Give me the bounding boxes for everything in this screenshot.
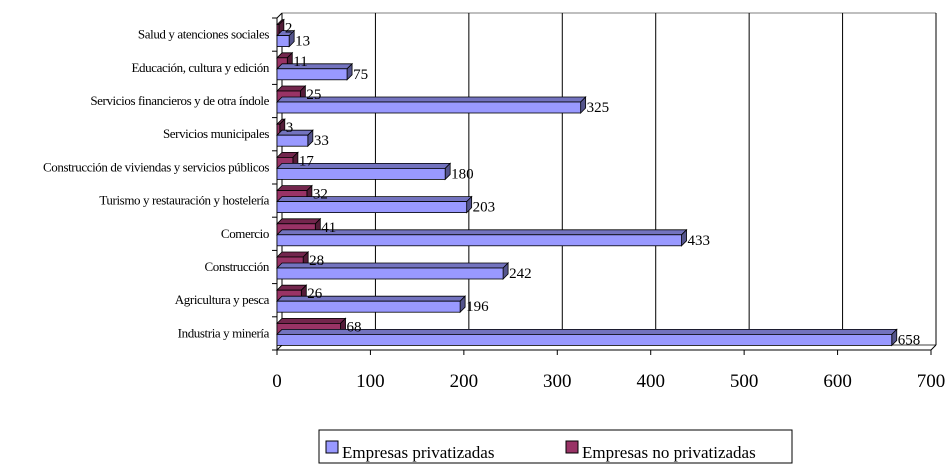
bar-privatizadas-industria-y-mineria-top	[276, 328, 898, 335]
bar-privatizadas-servicios-municipales	[276, 129, 314, 148]
legend-swatch-privatizadas	[325, 440, 339, 454]
category-label-salud-y-atenciones-sociales: Salud y atenciones sociales	[138, 27, 269, 42]
bar-privatizadas-turismo-y-restauracion-y-hosteleria-top	[276, 196, 473, 203]
bar-privatizadas-comercio-top	[276, 229, 688, 236]
x-tick-label: 100	[356, 371, 385, 392]
data-label-privatizadas-salud-y-atenciones-sociales: 13	[295, 34, 310, 50]
data-label-privatizadas-construccion: 242	[509, 266, 532, 282]
bar-privatizadas-servicios-municipales-top	[276, 129, 314, 136]
legend-label-privatizadas: Empresas privatizadas	[342, 443, 494, 462]
bar-privatizadas-servicios-financieros-y-de-otra-indole-top	[276, 96, 587, 103]
bar-privatizadas-educacion-cultura-y-edicion-front	[276, 68, 348, 81]
floor-right-edge	[930, 344, 937, 351]
bar-privatizadas-industria-y-mineria-front	[276, 333, 893, 346]
floor-bottom-edge	[276, 344, 283, 351]
legend-swatch-no-privatizadas	[565, 440, 579, 454]
category-label-servicios-financieros-y-de-otra-indole: Servicios financieros y de otra índole	[90, 93, 269, 108]
bar-privatizadas-educacion-cultura-y-edicion-top	[276, 63, 354, 70]
data-label-privatizadas-servicios-municipales: 33	[314, 133, 329, 149]
data-label-no-privatizadas-servicios-municipales: 3	[286, 120, 294, 136]
x-tick-label: 700	[917, 371, 946, 392]
data-label-no-privatizadas-educacion-cultura-y-edicion: 11	[293, 54, 307, 70]
legend: Empresas privatizadas Empresas no privat…	[318, 429, 793, 464]
bar-no-privatizadas-turismo-y-restauracion-y-hosteleria-top	[276, 185, 313, 192]
category-label-construccion: Construcción	[204, 259, 269, 274]
data-label-privatizadas-construccion-de-viviendas-y-servicios-publicos: 180	[451, 166, 474, 182]
floor-left-edge	[276, 12, 283, 19]
bar-privatizadas-servicios-financieros-y-de-otra-indole-front	[276, 101, 582, 114]
data-label-privatizadas-agricultura-y-pesca: 196	[466, 299, 489, 315]
data-label-no-privatizadas-comercio: 41	[321, 220, 336, 236]
bar-privatizadas-servicios-municipales-front	[276, 134, 309, 147]
data-label-no-privatizadas-construccion-de-viviendas-y-servicios-publicos: 17	[299, 153, 315, 169]
data-label-no-privatizadas-servicios-financieros-y-de-otra-indole: 25	[306, 87, 321, 103]
data-label-privatizadas-servicios-financieros-y-de-otra-indole: 325	[587, 100, 610, 116]
data-label-no-privatizadas-agricultura-y-pesca: 26	[307, 286, 323, 302]
x-tick-label: 500	[730, 371, 759, 392]
x-tick-label: 600	[823, 371, 852, 392]
bar-no-privatizadas-industria-y-mineria-top	[276, 317, 347, 324]
data-label-no-privatizadas-construccion: 28	[309, 253, 324, 269]
x-tick-label: 0	[272, 371, 282, 392]
bar-privatizadas-construccion-front	[276, 267, 504, 280]
x-tick-labels: 0 100 200 300 400 500 600 700	[272, 371, 945, 392]
data-labels: 6865826196282424143332203171803332532511…	[285, 21, 920, 349]
bar-privatizadas-industria-y-mineria	[276, 328, 898, 347]
data-label-no-privatizadas-turismo-y-restauracion-y-hosteleria: 32	[313, 187, 328, 203]
bar-privatizadas-turismo-y-restauracion-y-hosteleria-front	[276, 201, 468, 214]
data-label-no-privatizadas-industria-y-mineria: 68	[347, 319, 362, 335]
category-labels: Industria y minería Agricultura y pesca Co…	[43, 27, 270, 341]
category-label-servicios-municipales: Servicios municipales	[163, 126, 269, 141]
bar-privatizadas-agricultura-y-pesca-front	[276, 300, 461, 313]
category-label-comercio: Comercio	[221, 226, 269, 241]
bar-privatizadas-agricultura-y-pesca-top	[276, 295, 467, 302]
data-label-no-privatizadas-salud-y-atenciones-sociales: 2	[285, 21, 293, 37]
bar-privatizadas-comercio	[276, 228, 688, 247]
bar-privatizadas-construccion	[276, 262, 510, 280]
bar-privatizadas-comercio-front	[276, 234, 682, 247]
data-label-privatizadas-industria-y-mineria: 658	[898, 332, 921, 348]
data-label-privatizadas-educacion-cultura-y-edicion: 75	[353, 67, 368, 83]
bar-privatizadas-educacion-cultura-y-edicion	[276, 62, 354, 81]
legend-box	[318, 429, 793, 464]
grid-lines	[282, 12, 937, 345]
category-label-educacion-cultura-y-edicion: Educación, cultura y edición	[131, 60, 269, 75]
category-label-agricultura-y-pesca: Agricultura y pesca	[175, 292, 270, 307]
legend-label-no-privatizadas: Empresas no privatizadas	[582, 443, 756, 462]
bar-no-privatizadas-comercio-top	[276, 218, 322, 225]
bar-privatizadas-construccion-de-viviendas-y-servicios-publicos	[276, 162, 452, 181]
bar-privatizadas-construccion-de-viviendas-y-servicios-publicos-front	[276, 167, 446, 180]
bar-privatizadas-salud-y-atenciones-sociales	[276, 29, 296, 48]
bar-privatizadas-salud-y-atenciones-sociales-front	[276, 35, 290, 47]
data-label-privatizadas-comercio: 433	[688, 233, 711, 249]
x-tick-label: 400	[636, 371, 665, 392]
bar-privatizadas-turismo-y-restauracion-y-hosteleria	[276, 195, 473, 214]
category-label-construccion-de-viviendas-y-servicios-publicos: Construcción de viviendas y servicios pú…	[43, 159, 269, 174]
x-tick-label: 200	[450, 371, 479, 392]
category-label-industria-y-mineria: Industria y minería	[178, 325, 270, 340]
data-label-privatizadas-turismo-y-restauracion-y-hosteleria: 203	[473, 200, 496, 216]
x-tick-label: 300	[543, 371, 572, 392]
category-label-turismo-y-restauracion-y-hosteleria: Turismo y restauración y hostelería	[99, 193, 269, 208]
bars	[276, 18, 898, 347]
bar-privatizadas-servicios-financieros-y-de-otra-indole	[276, 96, 587, 114]
bar-privatizadas-agricultura-y-pesca	[276, 295, 467, 314]
